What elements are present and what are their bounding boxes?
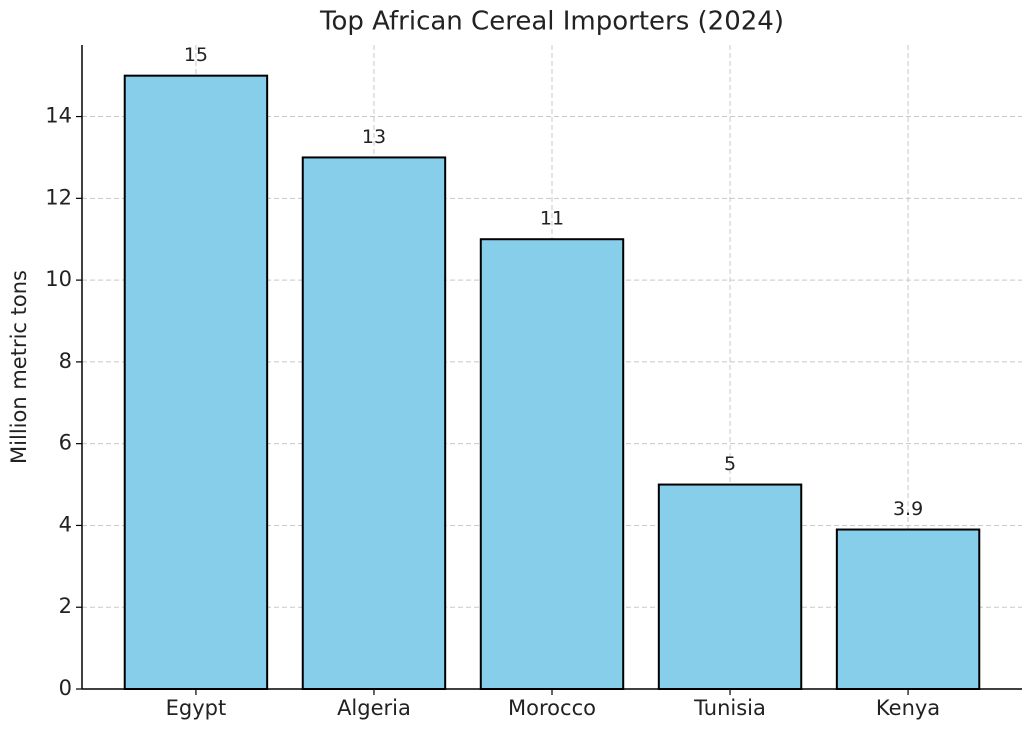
bar <box>835 528 981 690</box>
y-tick-label: 6 <box>59 431 72 455</box>
bar <box>657 483 803 690</box>
data-label: 5 <box>724 453 736 475</box>
y-tick-label: 4 <box>59 512 72 536</box>
x-tick-label: Tunisia <box>693 696 766 720</box>
y-axis-label: Million metric tons <box>7 270 31 464</box>
data-label: 3.9 <box>893 498 923 520</box>
y-tick-label: 2 <box>59 594 72 618</box>
bar <box>301 156 447 690</box>
data-label: 15 <box>184 44 208 66</box>
x-tick-label: Kenya <box>876 696 940 720</box>
x-tick-label: Algeria <box>337 696 411 720</box>
y-tick-label: 10 <box>45 267 72 291</box>
y-tick-label: 8 <box>59 349 72 373</box>
x-tick-label: Morocco <box>508 696 596 720</box>
data-label: 13 <box>362 126 386 148</box>
bar <box>479 238 625 690</box>
y-tick-label: 0 <box>59 676 72 700</box>
x-tick-label: Egypt <box>166 696 227 720</box>
chart-title: Top African Cereal Importers (2024) <box>319 7 784 37</box>
bar <box>123 74 269 690</box>
data-label: 11 <box>540 208 564 230</box>
y-tick-label: 14 <box>45 104 72 128</box>
y-tick-label: 12 <box>45 185 72 209</box>
